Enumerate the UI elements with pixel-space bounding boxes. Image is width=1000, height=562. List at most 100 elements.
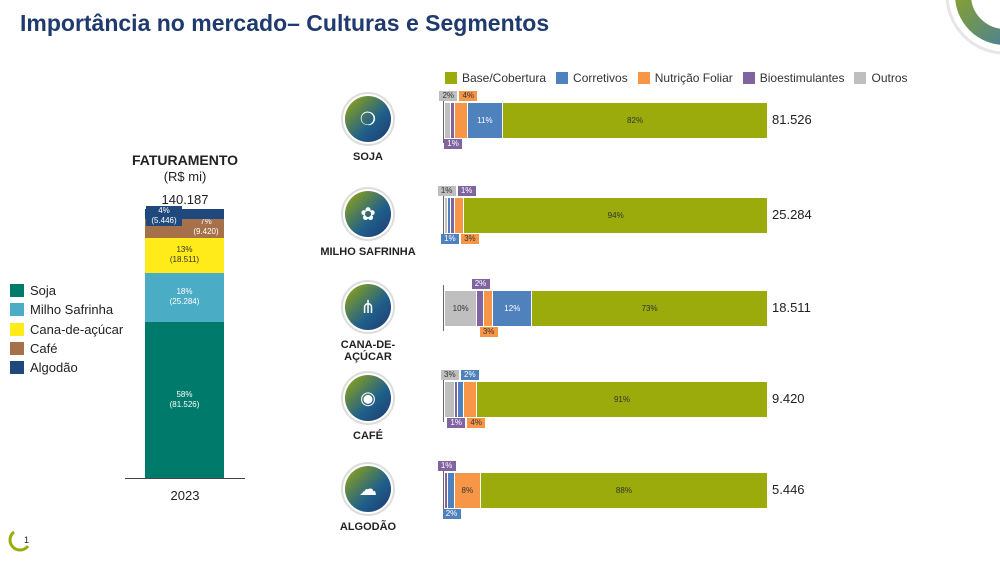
crop-name: CANA-DE-AÇÚCAR (340, 339, 396, 363)
bar-segment-base-cobertura: 88% (480, 473, 767, 508)
coffee-bean-icon: ◉ (345, 375, 391, 421)
soybean-badge: ❍ (341, 92, 395, 146)
page-logo-icon (8, 530, 30, 552)
bar-axis (443, 285, 444, 331)
crop-cana-de-açúcar: ⋔ CANA-DE-AÇÚCAR (318, 280, 418, 363)
bar-axis (443, 192, 444, 238)
x-tick-2023: 2023 (170, 488, 200, 503)
legend-item: Nutrição Foliar (637, 71, 733, 85)
crop-name: MILHO SAFRINHA (320, 246, 416, 258)
bar-segment-corretivos: 11% (467, 103, 503, 138)
bar-segment-outros: 10% (445, 291, 477, 326)
bar-segment-corretivos (448, 473, 454, 508)
legend-item: Outros (854, 71, 908, 85)
segment-pct-label: 2% (439, 91, 458, 101)
legend-swatch (742, 72, 755, 84)
bar-segment-nutri-o-foliar: 8% (454, 473, 480, 508)
legend-label: Base/Cobertura (462, 71, 547, 85)
crop-algodão: ☁ ALGODÃO (318, 462, 418, 533)
segment-pct-label: 91% (613, 394, 630, 404)
segment-pct-label: 4% (459, 91, 478, 101)
legend-item: Algodão (10, 360, 78, 375)
segment-pct-label: 13% (176, 245, 193, 255)
bar-axis (443, 467, 444, 513)
segment-pct-label: 1% (447, 418, 466, 428)
legend-label: Cana-de-açúcar (30, 321, 124, 337)
legend-item: Café (10, 341, 57, 356)
sugarcane-badge: ⋔ (341, 280, 395, 334)
bar-segment-base-cobertura: 91% (476, 382, 767, 417)
segment-value-label: (5.446) (151, 216, 177, 225)
bar-axis (443, 97, 444, 143)
bar-segment-algodão (145, 209, 224, 220)
legend-label: Algodão (30, 360, 78, 376)
cotton-badge: ☁ (341, 462, 395, 516)
sugarcane-icon: ⋔ (345, 284, 391, 330)
bar-segment-nutri-o-foliar (454, 103, 467, 138)
segment-pct-label: 1% (444, 139, 463, 149)
bar-segment-base-cobertura: 73% (532, 291, 767, 326)
bar-segment-base-cobertura: 82% (503, 103, 767, 138)
total-label: 140.187 (161, 192, 209, 207)
bar-axis (443, 376, 444, 422)
legend-label: Milho Safrinha (30, 302, 114, 318)
segment-pct-label: 88% (615, 485, 632, 495)
row-total: 9.420 (772, 391, 805, 406)
segment-pct-label: 3% (440, 370, 459, 380)
corn-icon: ✿ (345, 191, 391, 237)
bar-segment-corretivos (457, 382, 464, 417)
segment-pct-label: 1% (437, 461, 456, 471)
legend-swatch (10, 322, 24, 336)
bar-segment-outros (445, 198, 448, 233)
bar-segment-bioestimulantes (451, 198, 454, 233)
segment-pct-label: 11% (477, 115, 493, 125)
bar-segment-cana-de-açúcar: 13% (18.511) (145, 237, 224, 274)
crop-soja: ❍ SOJA (318, 92, 418, 163)
segment-pct-label: 1% (440, 234, 459, 244)
legend-label: Outros (871, 71, 908, 85)
bar-segment-corretivos: 12% (493, 291, 532, 326)
chart-subtitle: (R$ mi) (163, 169, 207, 184)
legend: Base/Cobertura Corretivos Nutrição Foliar B… (445, 71, 908, 85)
legend-swatch (445, 72, 457, 84)
segment-value-label: (9.420) (193, 227, 219, 237)
legend-swatch (10, 361, 24, 375)
bar-segment-base-cobertura: 94% (464, 198, 767, 233)
page-title: Importância no mercado– Culturas e Segme… (20, 10, 550, 36)
segment-pct-label: 10% (452, 303, 469, 313)
crop-name: CAFÉ (353, 430, 383, 442)
segment-pct-label: 2% (460, 370, 479, 380)
row-total: 25.284 (772, 207, 812, 222)
legend-item: Corretivos (556, 71, 628, 85)
segment-pct-label: 2% (471, 279, 490, 289)
bar-segment-outros (445, 103, 451, 138)
coffee-bean-badge: ◉ (341, 371, 395, 425)
legend-item: Cana-de-açúcar (10, 322, 123, 337)
segment-label: 7% (9.420) (188, 217, 224, 238)
legend-label: Soja (30, 283, 57, 298)
corn-badge: ✿ (341, 187, 395, 241)
segment-pct-label: 94% (607, 210, 624, 220)
segment-value-label: (25.284) (169, 297, 200, 307)
crop-café: ◉ CAFÉ (318, 371, 418, 442)
row-total: 81.526 (772, 112, 812, 127)
logo-arc-decoration (945, 0, 1000, 55)
bar-segment-bioestimulantes (445, 473, 448, 508)
legend-swatch (10, 303, 24, 317)
legend-item: Bioestimulantes (742, 71, 845, 85)
legend-swatch (854, 72, 867, 84)
x-axis (125, 478, 245, 479)
segment-label: 4% (5.446) (146, 206, 182, 226)
segment-pct-label: 58% (176, 389, 193, 399)
cotton-icon: ☁ (345, 466, 391, 512)
crop-name: ALGODÃO (339, 521, 397, 533)
legend-swatch (10, 341, 24, 355)
bar-segment-bioestimulantes (454, 382, 457, 417)
legend-label: Bioestimulantes (759, 71, 845, 85)
crop-milho safrinha: ✿ MILHO SAFRINHA (318, 187, 418, 258)
segment-pct-label: 18% (176, 287, 193, 297)
bar-segment-nutri-o-foliar (454, 198, 464, 233)
segment-pct-label: 8% (461, 485, 474, 495)
segment-pct-label: 82% (627, 115, 644, 125)
bar-segment-nutri-o-foliar (483, 291, 493, 326)
